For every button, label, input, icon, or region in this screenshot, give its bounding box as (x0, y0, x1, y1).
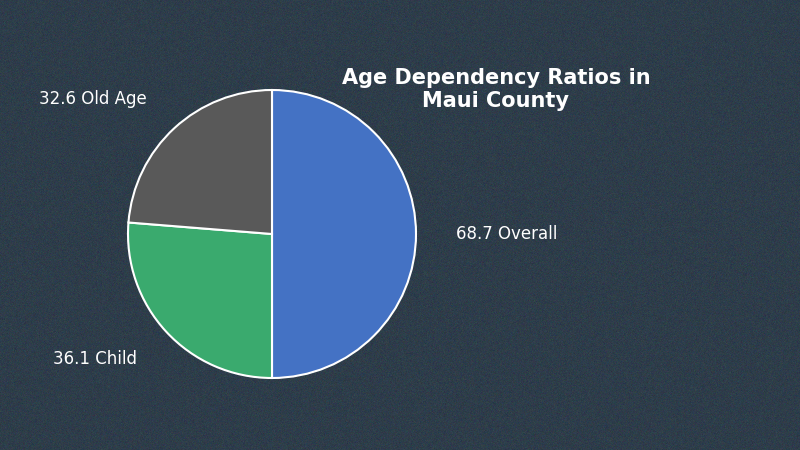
Text: 36.1 Child: 36.1 Child (53, 350, 137, 368)
Wedge shape (272, 90, 416, 378)
Wedge shape (128, 222, 272, 378)
Text: Age Dependency Ratios in
Maui County: Age Dependency Ratios in Maui County (342, 68, 650, 111)
Text: 68.7 Overall: 68.7 Overall (456, 225, 558, 243)
Wedge shape (129, 90, 272, 234)
Text: 32.6 Old Age: 32.6 Old Age (39, 90, 147, 108)
